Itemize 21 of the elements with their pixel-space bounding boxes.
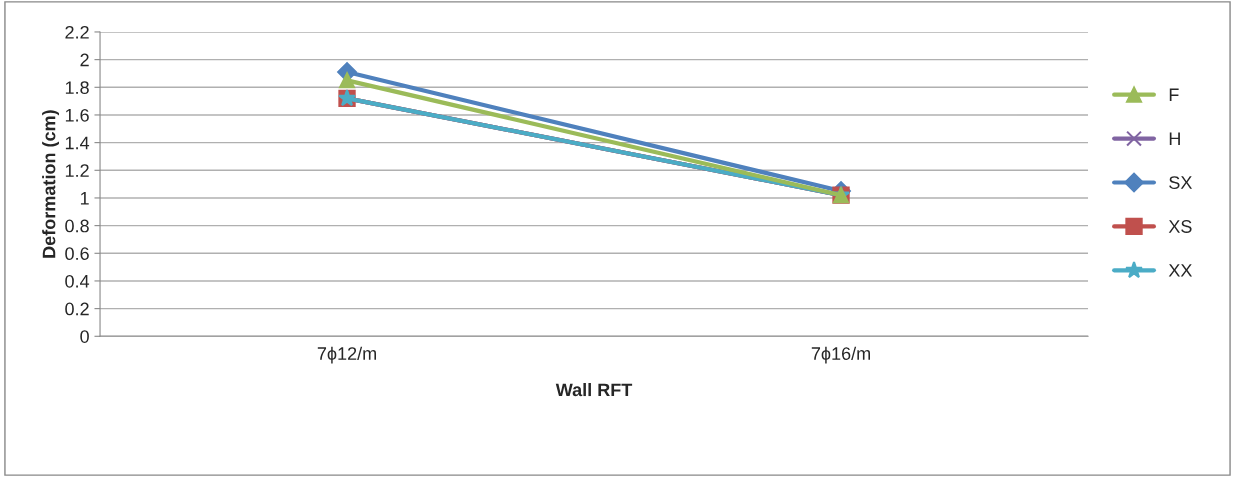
y-tick-label: 1.2 [65, 164, 89, 177]
legend-label: XX [1168, 264, 1193, 277]
y-tick-label: 0.6 [65, 247, 89, 261]
y-tick-label: 0.8 [65, 219, 89, 233]
y-tick-label: 0.2 [65, 302, 89, 316]
x-tick-label: 7ϕ12/m [317, 346, 376, 364]
legend-label: XS [1168, 220, 1192, 233]
y-tick-label: 0 [80, 330, 89, 344]
y-tick-label: 0.4 [65, 274, 90, 288]
legend-label: H [1169, 132, 1180, 145]
y-tick-label: 1.4 [65, 136, 90, 150]
legend-label: SX [1169, 176, 1193, 189]
y-tick-label: 2.2 [65, 25, 89, 39]
y-tick-label: 1.6 [65, 108, 89, 122]
y-tick-label: 1 [80, 192, 89, 205]
y-axis-title: Deformation (cm) [42, 110, 59, 258]
legend-label: F [1169, 88, 1179, 101]
x-tick-label: 7ϕ16/m [811, 346, 870, 364]
x-axis-title: Wall RFT [555, 382, 633, 397]
y-tick-label: 1.8 [65, 81, 89, 95]
y-tick-label: 2 [80, 53, 89, 67]
